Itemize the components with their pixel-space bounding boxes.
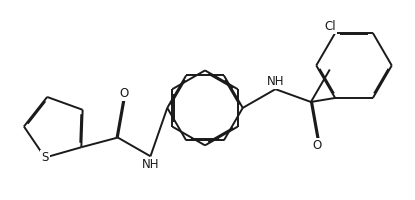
Text: NH: NH <box>267 75 284 88</box>
Text: Cl: Cl <box>325 20 336 33</box>
Text: O: O <box>120 87 129 100</box>
Text: O: O <box>313 139 322 152</box>
Text: S: S <box>42 151 49 164</box>
Text: NH: NH <box>142 158 159 171</box>
